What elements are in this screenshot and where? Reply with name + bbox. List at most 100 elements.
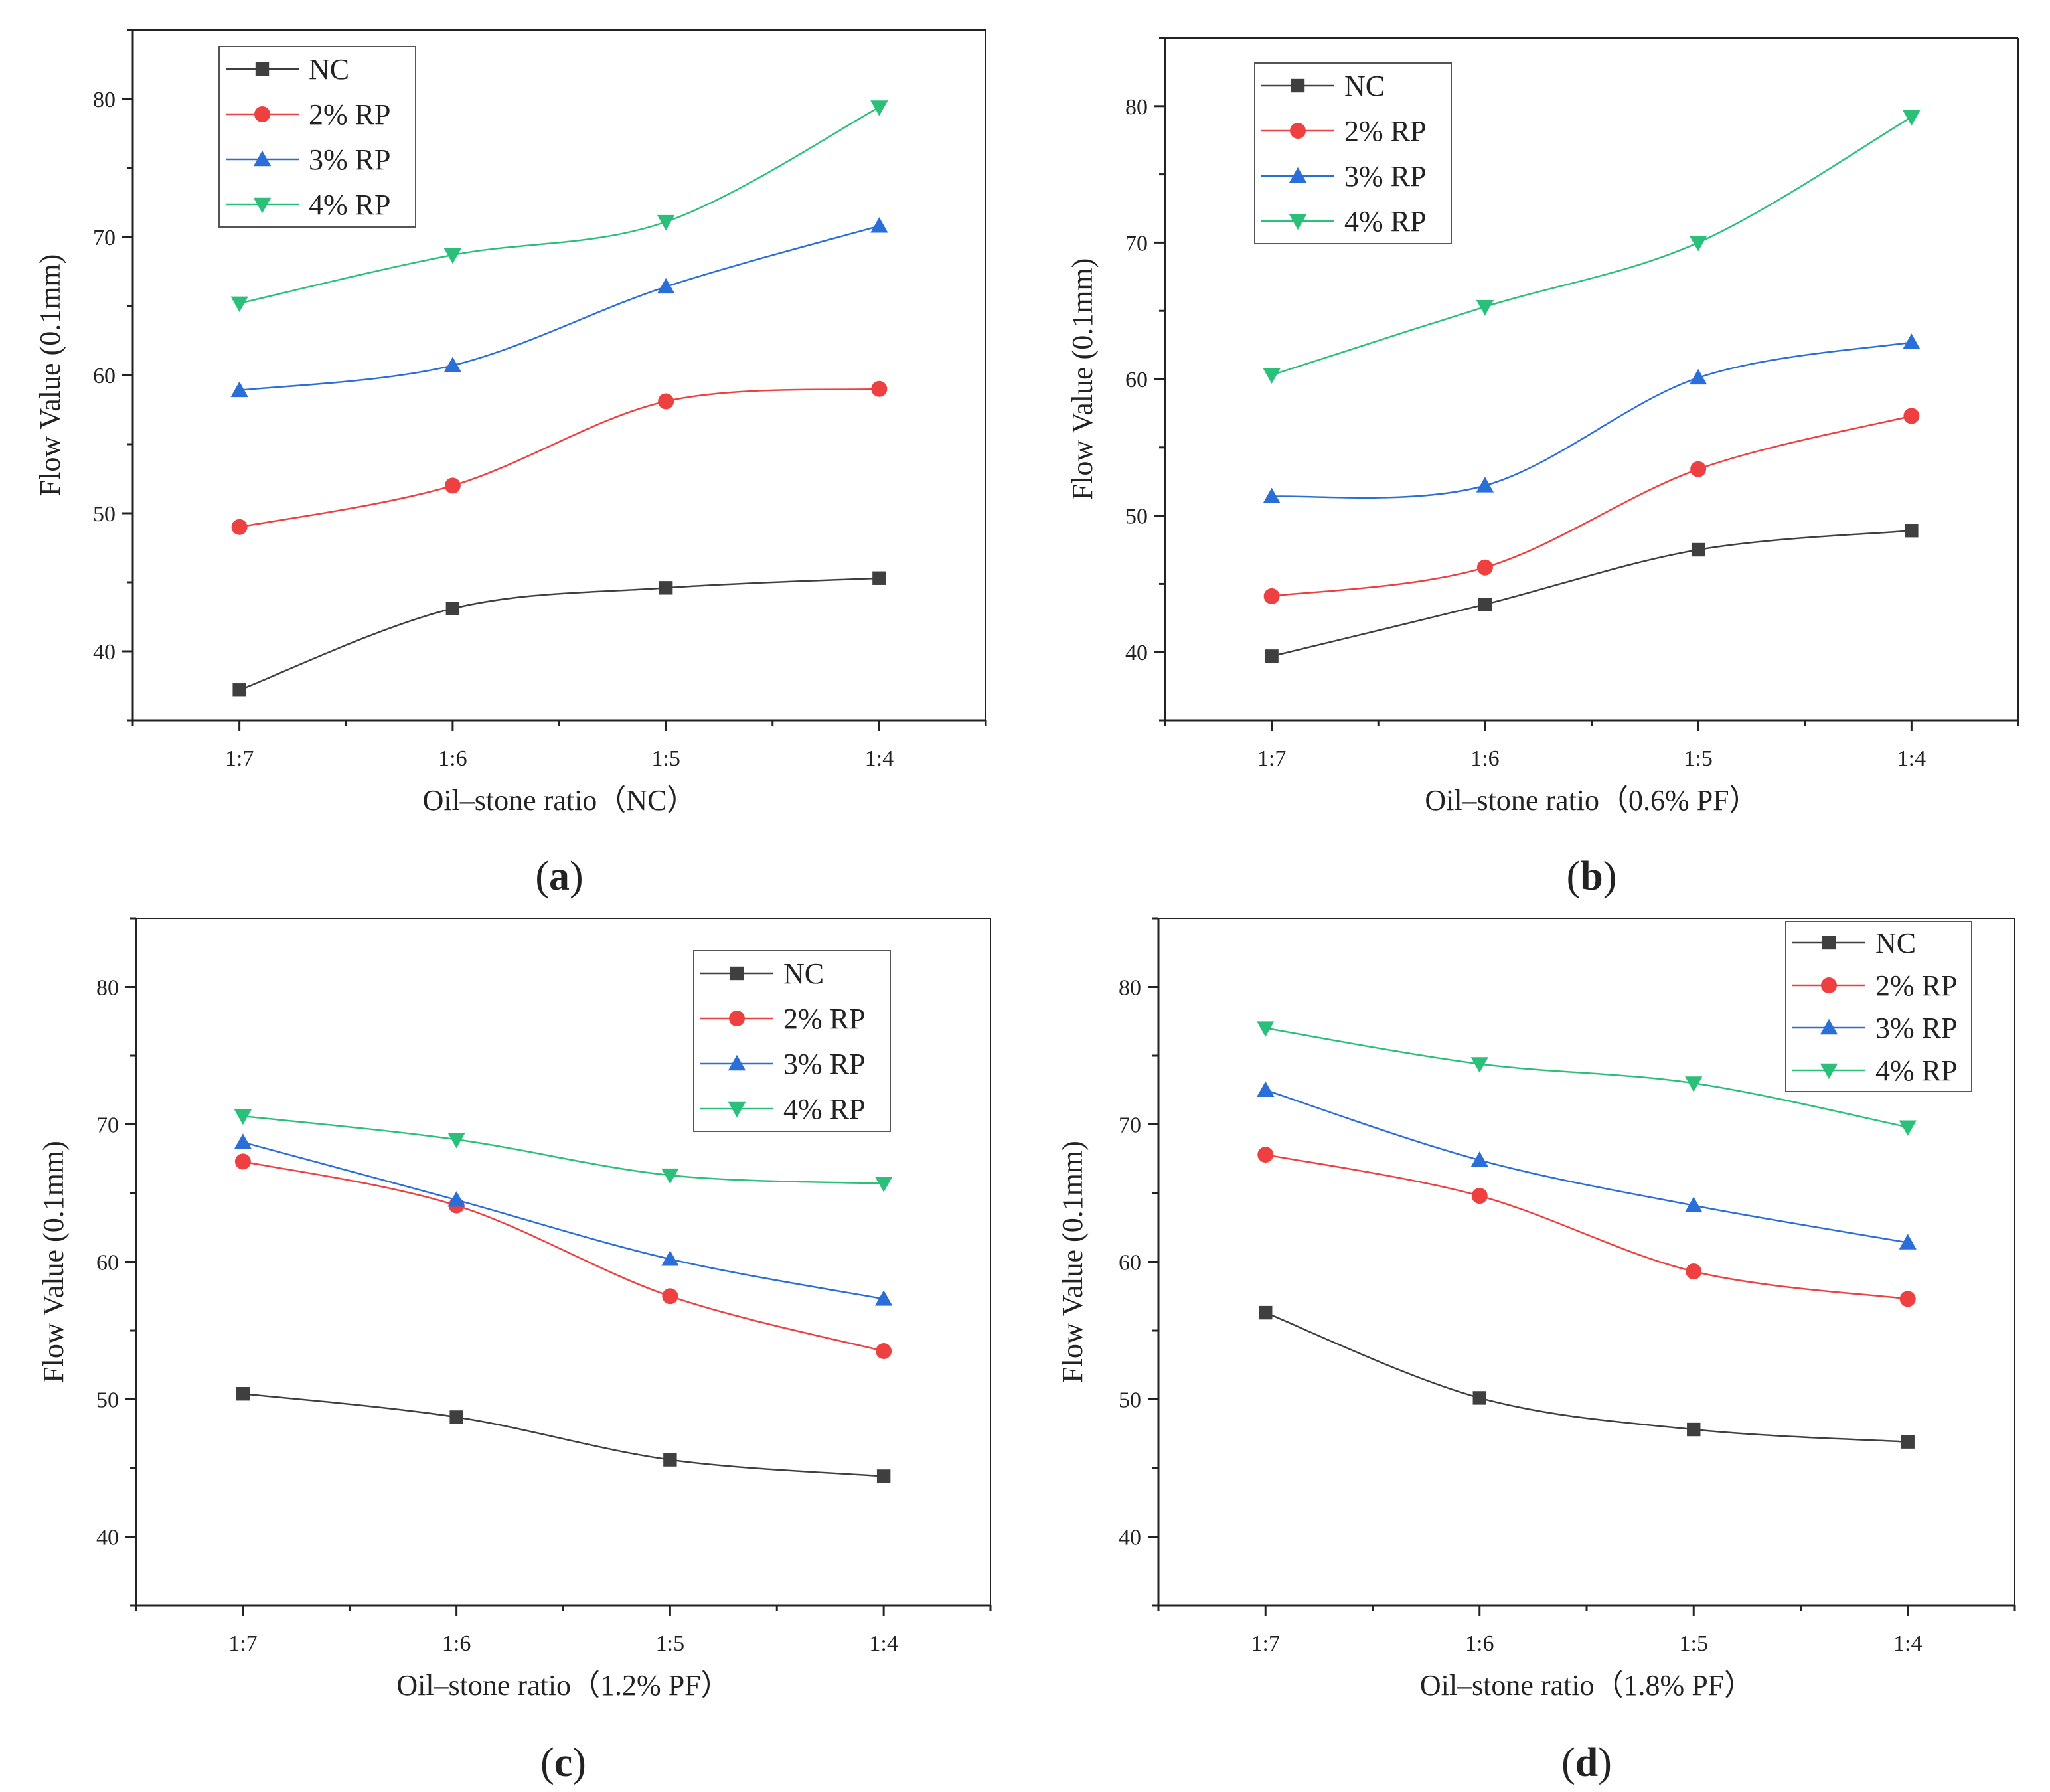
legend-marker (1291, 78, 1305, 93)
series-line (1265, 1153, 1908, 1300)
data-point (1686, 1263, 1702, 1279)
legend: NC 2% RP 3% RP 4% RP (1785, 921, 1972, 1092)
series-3-rp (230, 217, 888, 398)
data-point (1263, 487, 1281, 504)
data-point (1257, 1021, 1275, 1037)
legend-marker (1289, 214, 1307, 230)
x-tick-label: 1:7 (225, 746, 254, 771)
data-point (1903, 110, 1921, 126)
legend-marker (253, 197, 272, 214)
data-point (658, 393, 674, 410)
chart-panel-a: 40 50 60 70 80 1:7 1:6 1:5 1:4 Oil–stone ratio（NC… (34, 29, 987, 899)
data-point (1257, 1147, 1274, 1163)
x-tick-label: 1:5 (1684, 746, 1712, 771)
panel-label: (c) (540, 1740, 586, 1785)
legend-label: 2% RP (1344, 115, 1426, 147)
x-tick-label: 1:4 (1893, 1631, 1922, 1656)
data-point (662, 1288, 678, 1305)
series-line (239, 577, 880, 691)
data-point (1259, 1305, 1273, 1320)
data-point (876, 1469, 891, 1483)
y-tick-label: 70 (1119, 1113, 1141, 1138)
legend-label: 3% RP (783, 1048, 865, 1080)
x-tick-label: 1:5 (1680, 1631, 1708, 1656)
series-3-rp (1263, 333, 1921, 504)
legend-label: 2% RP (783, 1003, 865, 1035)
data-point (230, 381, 248, 398)
data-point (657, 214, 675, 231)
legend-box (218, 46, 416, 228)
chart-panel-d: 40 50 60 70 80 1:7 1:6 1:5 1:4 Oil–stone ratio（1.… (1056, 917, 2016, 1785)
x-tick-label: 1:4 (1897, 746, 1926, 771)
legend-marker (254, 106, 270, 122)
data-point (1691, 542, 1705, 557)
data-point (1901, 1435, 1915, 1449)
data-point (447, 1191, 465, 1207)
x-tick-label: 1:7 (228, 1631, 257, 1656)
series-line (1271, 116, 1913, 376)
data-point (870, 100, 888, 116)
y-tick-label: 80 (96, 976, 119, 1001)
data-point (657, 278, 675, 294)
legend-marker (1290, 123, 1306, 139)
data-point (231, 519, 248, 535)
series-nc (236, 1387, 891, 1483)
series-line (242, 1161, 884, 1352)
series-line (242, 1141, 884, 1300)
legend-label: 4% RP (783, 1093, 865, 1125)
data-point (232, 683, 246, 697)
legend-box (1254, 62, 1452, 244)
data-point (1689, 236, 1707, 252)
series-4-rp (234, 1109, 893, 1192)
data-point (661, 1168, 679, 1184)
series-4-rp (1257, 1021, 1917, 1136)
legend-marker (253, 150, 272, 167)
x-tick-label: 1:7 (1251, 1631, 1280, 1656)
x-tick-label: 1:4 (869, 1631, 898, 1656)
data-point (1476, 477, 1494, 493)
legend-marker (1820, 1018, 1838, 1035)
data-point (445, 602, 460, 615)
legend-label: NC (1875, 927, 1916, 959)
y-axis-label: Flow Value (0.1mm) (1056, 1141, 1089, 1383)
series-4-rp (230, 100, 888, 313)
data-point (1471, 1188, 1488, 1204)
y-tick-label: 40 (93, 640, 116, 665)
data-point (1472, 1391, 1486, 1405)
x-tick-label: 1:6 (438, 746, 467, 771)
legend-marker (255, 62, 270, 76)
y-tick-label: 50 (1125, 505, 1148, 529)
y-tick-label: 60 (96, 1251, 119, 1275)
y-tick-label: 50 (1119, 1388, 1141, 1413)
y-tick-label: 70 (1125, 231, 1148, 256)
y-tick-label: 40 (96, 1526, 119, 1550)
chart-panel-b: 40 50 60 70 80 1:7 1:6 1:5 1:4 Oil–stone ratio（0.… (1066, 37, 2019, 899)
data-point (1903, 333, 1921, 349)
data-point (1899, 1120, 1917, 1136)
x-tick-label: 1:5 (651, 746, 680, 771)
data-point (1470, 1151, 1488, 1167)
data-point (876, 1343, 892, 1360)
data-point (443, 357, 462, 372)
legend-label: 3% RP (1875, 1012, 1957, 1044)
legend-label: NC (783, 957, 824, 990)
panel-label: (b) (1567, 854, 1617, 899)
legend-marker (728, 1054, 746, 1071)
data-point (1470, 1057, 1488, 1073)
data-point (1899, 1291, 1916, 1307)
data-point (870, 217, 888, 233)
series-line (242, 1115, 884, 1184)
data-point (663, 1453, 677, 1467)
legend-label: NC (309, 53, 349, 86)
y-tick-label: 50 (93, 502, 116, 527)
data-point (443, 248, 462, 264)
y-tick-label: 50 (96, 1388, 119, 1413)
legend-label: 3% RP (309, 143, 390, 176)
y-tick-label: 70 (96, 1113, 119, 1138)
data-point (874, 1177, 893, 1192)
panel-label: (d) (1561, 1740, 1612, 1785)
series-line (1265, 1311, 1908, 1443)
series-2-rp (1257, 1147, 1916, 1307)
x-tick-label: 1:7 (1257, 746, 1286, 771)
data-point (1478, 598, 1492, 611)
